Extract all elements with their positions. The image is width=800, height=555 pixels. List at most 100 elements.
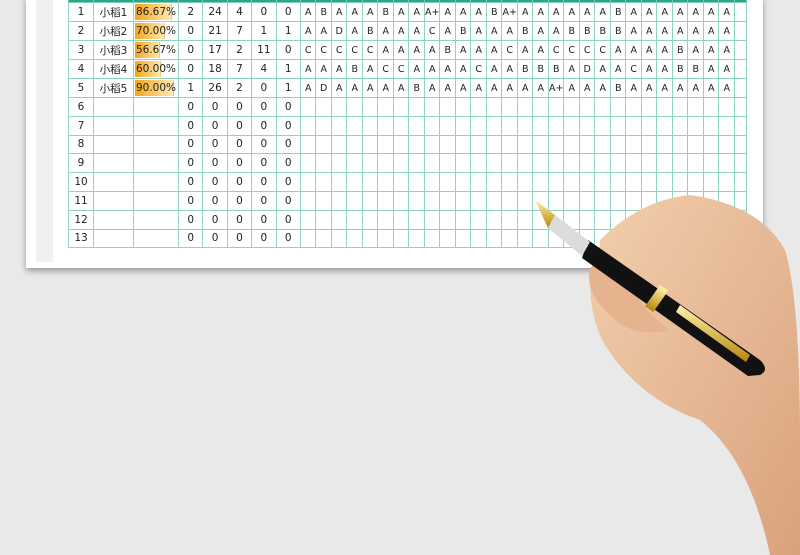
grade-cell[interactable]: A xyxy=(470,2,487,22)
row-number-cell[interactable]: 12 xyxy=(68,209,94,230)
grade-cell[interactable]: B xyxy=(516,21,534,41)
grade-cell[interactable] xyxy=(563,115,580,136)
grade-cell[interactable] xyxy=(594,134,611,155)
grade-cell[interactable] xyxy=(315,97,332,117)
grade-cell[interactable] xyxy=(718,115,735,136)
grade-cell[interactable] xyxy=(439,97,456,117)
grade-cell[interactable]: A xyxy=(656,21,673,41)
grade-cell[interactable]: A xyxy=(392,40,410,60)
count-cell[interactable]: 4 xyxy=(251,59,277,79)
grade-cell[interactable] xyxy=(439,228,456,249)
percent-cell[interactable] xyxy=(133,172,179,192)
grade-cell[interactable] xyxy=(470,134,487,155)
grade-cell[interactable] xyxy=(408,115,425,136)
grade-cell[interactable]: A xyxy=(392,21,410,41)
grade-cell[interactable]: A xyxy=(423,78,441,98)
percent-cell[interactable] xyxy=(133,228,179,249)
count-cell[interactable]: 0 xyxy=(251,115,277,136)
grade-cell[interactable] xyxy=(470,97,487,117)
count-cell[interactable]: 0 xyxy=(202,134,228,155)
grade-cell[interactable] xyxy=(501,209,518,230)
grade-cell[interactable]: B xyxy=(671,40,689,60)
grade-cell[interactable] xyxy=(687,153,704,174)
grade-cell[interactable] xyxy=(656,153,673,174)
percent-cell[interactable] xyxy=(133,134,179,155)
count-cell[interactable]: 0 xyxy=(226,97,253,117)
count-cell[interactable]: 2 xyxy=(226,40,253,60)
grade-cell[interactable] xyxy=(687,134,704,155)
count-cell[interactable]: 0 xyxy=(251,190,277,211)
row-number-cell[interactable]: 4 xyxy=(68,59,94,79)
row-number-cell[interactable]: 6 xyxy=(68,97,94,117)
grade-cell[interactable] xyxy=(532,134,549,155)
grade-cell[interactable] xyxy=(361,115,379,136)
grade-cell[interactable] xyxy=(423,153,441,174)
grade-cell[interactable]: A xyxy=(625,40,642,60)
percent-cell[interactable] xyxy=(133,209,179,230)
row-number-cell[interactable]: 2 xyxy=(68,21,94,41)
grade-cell[interactable] xyxy=(625,115,642,136)
empty-cell[interactable] xyxy=(733,172,747,192)
grade-cell[interactable]: B xyxy=(563,21,580,41)
count-cell[interactable]: 0 xyxy=(275,153,301,174)
grade-cell[interactable]: A xyxy=(470,78,487,98)
grade-cell[interactable] xyxy=(563,153,580,174)
count-cell[interactable]: 0 xyxy=(202,190,228,211)
grade-cell[interactable]: A xyxy=(640,40,658,60)
grade-cell[interactable] xyxy=(361,228,379,249)
name-cell[interactable]: 小稻2 xyxy=(93,21,134,41)
count-cell[interactable]: 0 xyxy=(202,97,228,117)
grade-cell[interactable] xyxy=(485,190,503,211)
count-cell[interactable]: 11 xyxy=(251,40,277,60)
count-cell[interactable]: 0 xyxy=(177,172,204,192)
grade-cell[interactable] xyxy=(454,209,472,230)
grade-cell[interactable]: B xyxy=(377,2,394,22)
grade-cell[interactable]: A xyxy=(656,2,673,22)
grade-cell[interactable] xyxy=(640,134,658,155)
empty-cell[interactable] xyxy=(733,153,747,174)
grade-cell[interactable]: A xyxy=(671,78,689,98)
grade-cell[interactable]: B xyxy=(485,2,503,22)
grade-cell[interactable]: A xyxy=(439,2,456,22)
count-cell[interactable]: 0 xyxy=(251,153,277,174)
row-number-cell[interactable]: 13 xyxy=(68,228,94,249)
grade-cell[interactable]: C xyxy=(547,40,565,60)
grade-cell[interactable] xyxy=(454,115,472,136)
grade-cell[interactable]: A xyxy=(454,59,472,79)
grade-cell[interactable] xyxy=(640,153,658,174)
grade-cell[interactable]: A xyxy=(346,2,363,22)
grade-cell[interactable]: A xyxy=(361,78,379,98)
percent-cell[interactable]: 56.67% xyxy=(133,40,179,60)
grade-cell[interactable]: B xyxy=(671,59,689,79)
grade-cell[interactable] xyxy=(563,134,580,155)
grade-cell[interactable]: A xyxy=(625,21,642,41)
grade-cell[interactable] xyxy=(392,134,410,155)
grade-cell[interactable]: C xyxy=(423,21,441,41)
grade-cell[interactable] xyxy=(377,97,394,117)
percent-cell[interactable] xyxy=(133,115,179,136)
grade-cell[interactable] xyxy=(671,115,689,136)
grade-cell[interactable]: B xyxy=(594,21,611,41)
count-cell[interactable]: 1 xyxy=(275,21,301,41)
grade-cell[interactable]: B xyxy=(361,21,379,41)
grade-cell[interactable] xyxy=(408,209,425,230)
grade-cell[interactable] xyxy=(485,209,503,230)
grade-cell[interactable] xyxy=(408,97,425,117)
grade-cell[interactable]: A xyxy=(408,59,425,79)
grade-cell[interactable]: A+ xyxy=(547,78,565,98)
count-cell[interactable]: 0 xyxy=(202,153,228,174)
grade-cell[interactable]: A xyxy=(392,2,410,22)
grade-cell[interactable] xyxy=(299,97,317,117)
count-cell[interactable]: 0 xyxy=(226,134,253,155)
grade-cell[interactable] xyxy=(501,172,518,192)
grade-cell[interactable] xyxy=(330,134,348,155)
grade-cell[interactable]: A+ xyxy=(501,2,518,22)
row-number-cell[interactable]: 11 xyxy=(68,190,94,211)
grade-cell[interactable]: A xyxy=(687,78,704,98)
grade-cell[interactable] xyxy=(609,153,627,174)
grade-cell[interactable]: A xyxy=(454,2,472,22)
count-cell[interactable]: 2 xyxy=(226,78,253,98)
grade-cell[interactable]: B xyxy=(346,59,363,79)
count-cell[interactable]: 0 xyxy=(275,2,301,22)
percent-cell[interactable] xyxy=(133,97,179,117)
